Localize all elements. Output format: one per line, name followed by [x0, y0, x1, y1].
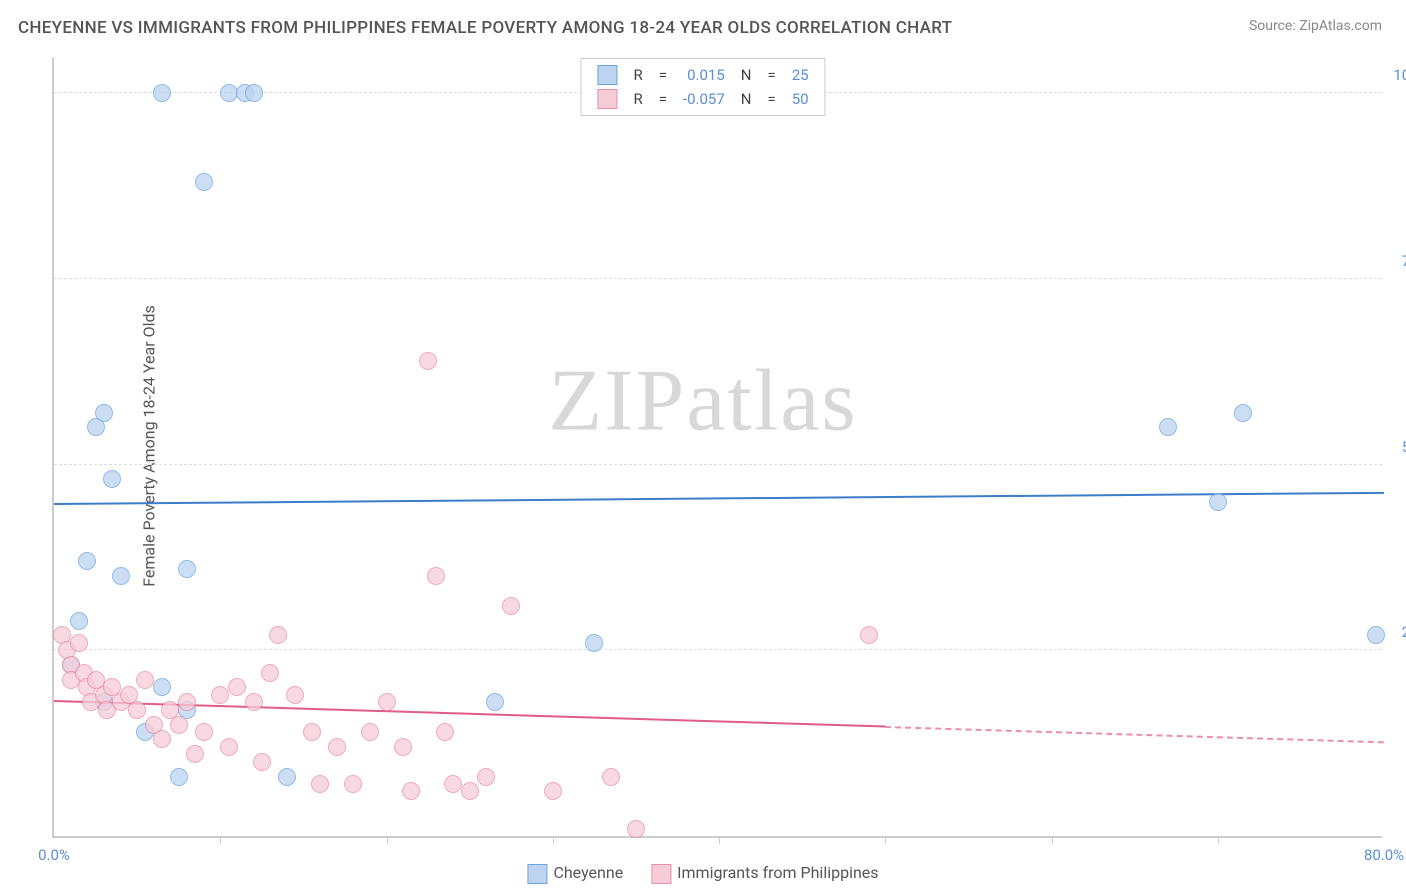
data-point: [486, 693, 504, 711]
data-point: [128, 701, 146, 719]
x-tick: [1052, 836, 1053, 844]
y-tick-label: 75.0%: [1402, 252, 1406, 270]
y-tick-label: 50.0%: [1402, 438, 1406, 456]
data-point: [136, 671, 154, 689]
data-point: [228, 678, 246, 696]
data-point: [112, 567, 130, 585]
legend-r-label: R: [625, 87, 650, 111]
data-point: [195, 723, 213, 741]
chart-title: CHEYENNE VS IMMIGRANTS FROM PHILIPPINES …: [18, 18, 952, 38]
legend-r-label: R: [625, 63, 650, 87]
data-point: [1159, 418, 1177, 436]
data-point: [1234, 404, 1252, 422]
data-point: [1209, 493, 1227, 511]
data-point: [170, 768, 188, 786]
data-point: [461, 782, 479, 800]
data-point: [103, 470, 121, 488]
data-point: [220, 84, 238, 102]
data-point: [245, 84, 263, 102]
data-point: [170, 716, 188, 734]
data-point: [328, 738, 346, 756]
data-point: [286, 686, 304, 704]
legend-series: Cheyenne Immigrants from Philippines: [513, 863, 892, 884]
legend-eq: =: [759, 87, 783, 111]
legend-stats-row: R=0.015N=25: [589, 63, 816, 87]
legend-series-item: Immigrants from Philippines: [651, 863, 878, 882]
legend-n-label: N: [733, 63, 760, 87]
data-point: [602, 768, 620, 786]
data-point: [153, 678, 171, 696]
source-label: Source: ZipAtlas.com: [1249, 18, 1382, 34]
data-point: [211, 686, 229, 704]
x-tick: [885, 836, 886, 844]
data-point: [394, 738, 412, 756]
legend-n-value: 25: [784, 63, 817, 87]
x-tick: [387, 836, 388, 844]
legend-swatch: [651, 864, 671, 884]
x-tick: [553, 836, 554, 844]
data-point: [378, 693, 396, 711]
data-point: [303, 723, 321, 741]
gridline: [54, 649, 1382, 650]
legend-series-label: Immigrants from Philippines: [677, 863, 878, 882]
data-point: [78, 552, 96, 570]
legend-swatch: [597, 65, 617, 85]
legend-series-item: Cheyenne: [527, 863, 623, 882]
data-point: [195, 173, 213, 191]
gridline: [54, 464, 1382, 465]
legend-n-label: N: [733, 87, 760, 111]
data-point: [419, 352, 437, 370]
legend-eq: =: [651, 87, 675, 111]
data-point: [269, 626, 287, 644]
data-point: [186, 745, 204, 763]
x-tick-label: 80.0%: [1364, 846, 1404, 864]
legend-series-label: Cheyenne: [553, 863, 623, 882]
trend-line: [54, 492, 1384, 505]
legend-n-value: 50: [784, 87, 817, 111]
data-point: [427, 567, 445, 585]
data-point: [153, 730, 171, 748]
y-tick-label: 25.0%: [1402, 623, 1406, 641]
x-tick: [1218, 836, 1219, 844]
data-point: [261, 664, 279, 682]
data-point: [178, 560, 196, 578]
legend-eq: =: [759, 63, 783, 87]
data-point: [245, 693, 263, 711]
data-point: [220, 738, 238, 756]
data-point: [70, 612, 88, 630]
legend-r-value: 0.015: [675, 63, 733, 87]
data-point: [585, 634, 603, 652]
y-tick-label: 100.0%: [1393, 66, 1406, 84]
data-point: [361, 723, 379, 741]
data-point: [311, 775, 329, 793]
x-tick: [220, 836, 221, 844]
legend-stats: R=0.015N=25R=-0.057N=50: [580, 58, 825, 116]
x-tick: [719, 836, 720, 844]
data-point: [178, 693, 196, 711]
gridline: [54, 278, 1382, 279]
data-point: [444, 775, 462, 793]
data-point: [477, 768, 495, 786]
data-point: [402, 782, 420, 800]
data-point: [436, 723, 454, 741]
data-point: [627, 820, 645, 838]
data-point: [70, 634, 88, 652]
legend-r-value: -0.057: [675, 87, 733, 111]
data-point: [278, 768, 296, 786]
x-tick-label: 0.0%: [38, 846, 70, 864]
legend-eq: =: [651, 63, 675, 87]
data-point: [344, 775, 362, 793]
data-point: [502, 597, 520, 615]
data-point: [860, 626, 878, 644]
data-point: [544, 782, 562, 800]
trend-line: [885, 726, 1384, 743]
data-point: [1367, 626, 1385, 644]
legend-swatch: [597, 89, 617, 109]
data-point: [253, 753, 271, 771]
legend-stats-row: R=-0.057N=50: [589, 87, 816, 111]
plot-area: 25.0%50.0%75.0%100.0%0.0%80.0%: [52, 58, 1382, 838]
data-point: [153, 84, 171, 102]
legend-swatch: [527, 864, 547, 884]
data-point: [87, 418, 105, 436]
